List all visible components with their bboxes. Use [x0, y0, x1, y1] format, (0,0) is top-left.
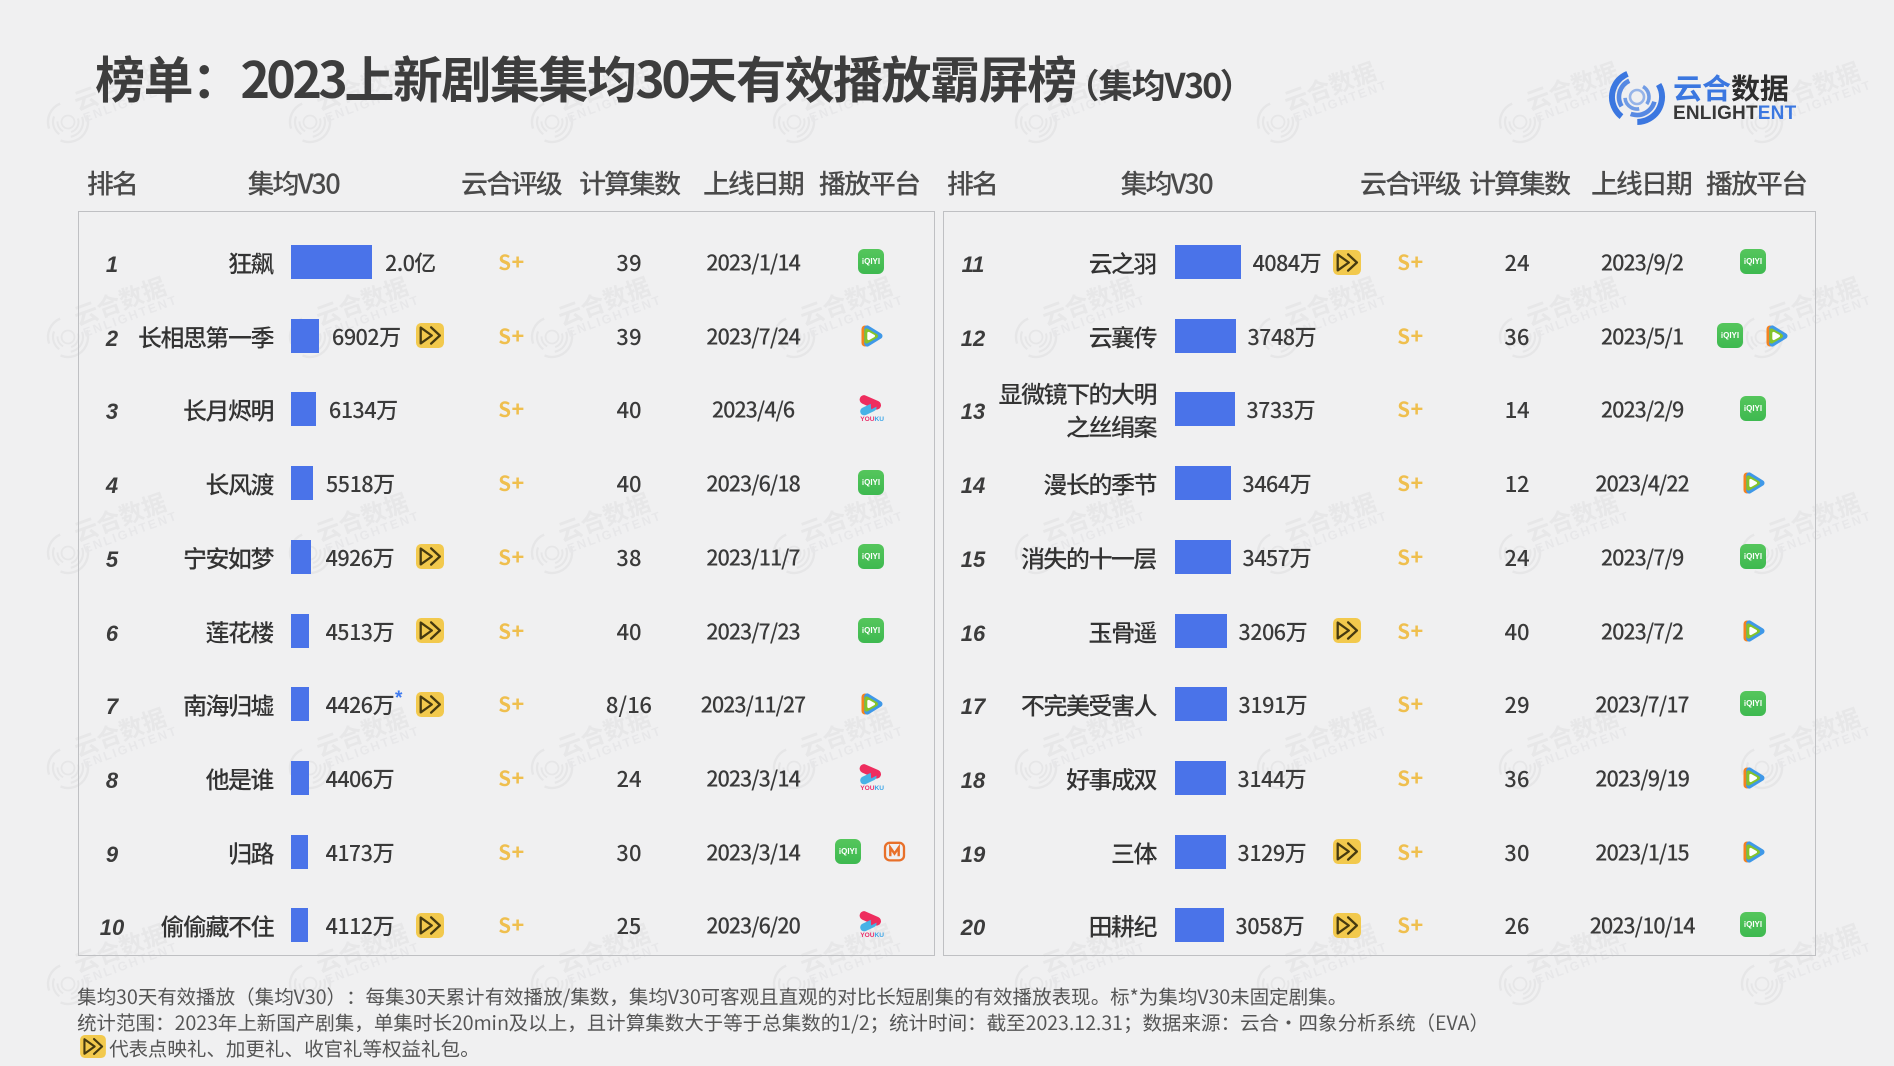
svg-text:YOUKU: YOUKU: [860, 416, 884, 423]
svg-text:YOUKU: YOUKU: [860, 785, 884, 792]
svg-text:YOUKU: YOUKU: [860, 932, 884, 939]
